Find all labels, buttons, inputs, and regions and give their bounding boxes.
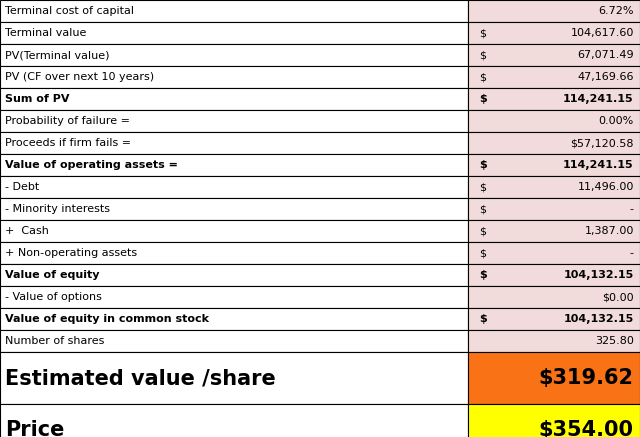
Bar	[0, 264, 468, 286]
Text: +  Cash: + Cash	[5, 226, 49, 236]
Text: 47,169.66: 47,169.66	[577, 72, 634, 82]
Text: $: $	[479, 50, 486, 60]
Text: -: -	[630, 204, 634, 214]
Bar	[0, 352, 468, 404]
Text: PV(Terminal value): PV(Terminal value)	[5, 50, 109, 60]
Text: PV (CF over next 10 years): PV (CF over next 10 years)	[5, 72, 154, 82]
Text: - Minority interests: - Minority interests	[5, 204, 110, 214]
Text: Terminal value: Terminal value	[5, 28, 86, 38]
Bar	[468, 132, 640, 154]
Text: $: $	[479, 314, 486, 324]
Bar	[0, 404, 468, 437]
Text: 325.80: 325.80	[595, 336, 634, 346]
Text: 67,071.49: 67,071.49	[577, 50, 634, 60]
Text: $: $	[479, 204, 486, 214]
Bar	[468, 198, 640, 220]
Text: $: $	[479, 94, 486, 104]
Bar	[468, 330, 640, 352]
Bar	[0, 308, 468, 330]
Text: Proceeds if firm fails =: Proceeds if firm fails =	[5, 138, 131, 148]
Bar	[468, 176, 640, 198]
Text: $: $	[479, 182, 486, 192]
Bar	[468, 44, 640, 66]
Text: Probability of failure =: Probability of failure =	[5, 116, 130, 126]
Text: - Value of options: - Value of options	[5, 292, 102, 302]
Text: $0.00: $0.00	[602, 292, 634, 302]
Text: $: $	[479, 226, 486, 236]
Text: $: $	[479, 160, 486, 170]
Text: Price: Price	[5, 420, 65, 437]
Text: $: $	[479, 72, 486, 82]
Bar	[0, 286, 468, 308]
Bar	[468, 66, 640, 88]
Bar	[468, 308, 640, 330]
Bar	[468, 0, 640, 22]
Bar	[468, 22, 640, 44]
Text: 114,241.15: 114,241.15	[563, 94, 634, 104]
Bar	[0, 198, 468, 220]
Text: $: $	[479, 248, 486, 258]
Text: $319.62: $319.62	[539, 368, 634, 388]
Text: + Non-operating assets: + Non-operating assets	[5, 248, 137, 258]
Bar	[468, 242, 640, 264]
Bar	[468, 404, 640, 437]
Bar	[0, 132, 468, 154]
Text: - Debt: - Debt	[5, 182, 39, 192]
Bar	[0, 66, 468, 88]
Text: 1,387.00: 1,387.00	[584, 226, 634, 236]
Bar	[0, 154, 468, 176]
Text: Terminal cost of capital: Terminal cost of capital	[5, 6, 134, 16]
Text: 114,241.15: 114,241.15	[563, 160, 634, 170]
Text: -: -	[630, 248, 634, 258]
Bar	[468, 352, 640, 404]
Bar	[0, 176, 468, 198]
Text: 104,132.15: 104,132.15	[564, 314, 634, 324]
Text: 0.00%: 0.00%	[598, 116, 634, 126]
Text: Value of operating assets =: Value of operating assets =	[5, 160, 178, 170]
Bar	[0, 330, 468, 352]
Text: $354.00: $354.00	[539, 420, 634, 437]
Text: Value of equity: Value of equity	[5, 270, 99, 280]
Text: $: $	[479, 28, 486, 38]
Bar	[468, 220, 640, 242]
Text: $57,120.58: $57,120.58	[570, 138, 634, 148]
Bar	[468, 264, 640, 286]
Text: 104,132.15: 104,132.15	[564, 270, 634, 280]
Bar	[0, 88, 468, 110]
Bar	[0, 110, 468, 132]
Bar	[0, 44, 468, 66]
Text: Estimated value /share: Estimated value /share	[5, 368, 276, 388]
Text: 104,617.60: 104,617.60	[570, 28, 634, 38]
Text: Number of shares: Number of shares	[5, 336, 104, 346]
Text: Sum of PV: Sum of PV	[5, 94, 70, 104]
Bar	[0, 242, 468, 264]
Bar	[468, 88, 640, 110]
Text: $: $	[479, 270, 486, 280]
Text: 11,496.00: 11,496.00	[577, 182, 634, 192]
Bar	[468, 110, 640, 132]
Bar	[0, 0, 468, 22]
Bar	[468, 154, 640, 176]
Text: Value of equity in common stock: Value of equity in common stock	[5, 314, 209, 324]
Text: 6.72%: 6.72%	[598, 6, 634, 16]
Bar	[0, 220, 468, 242]
Bar	[0, 22, 468, 44]
Bar	[468, 286, 640, 308]
